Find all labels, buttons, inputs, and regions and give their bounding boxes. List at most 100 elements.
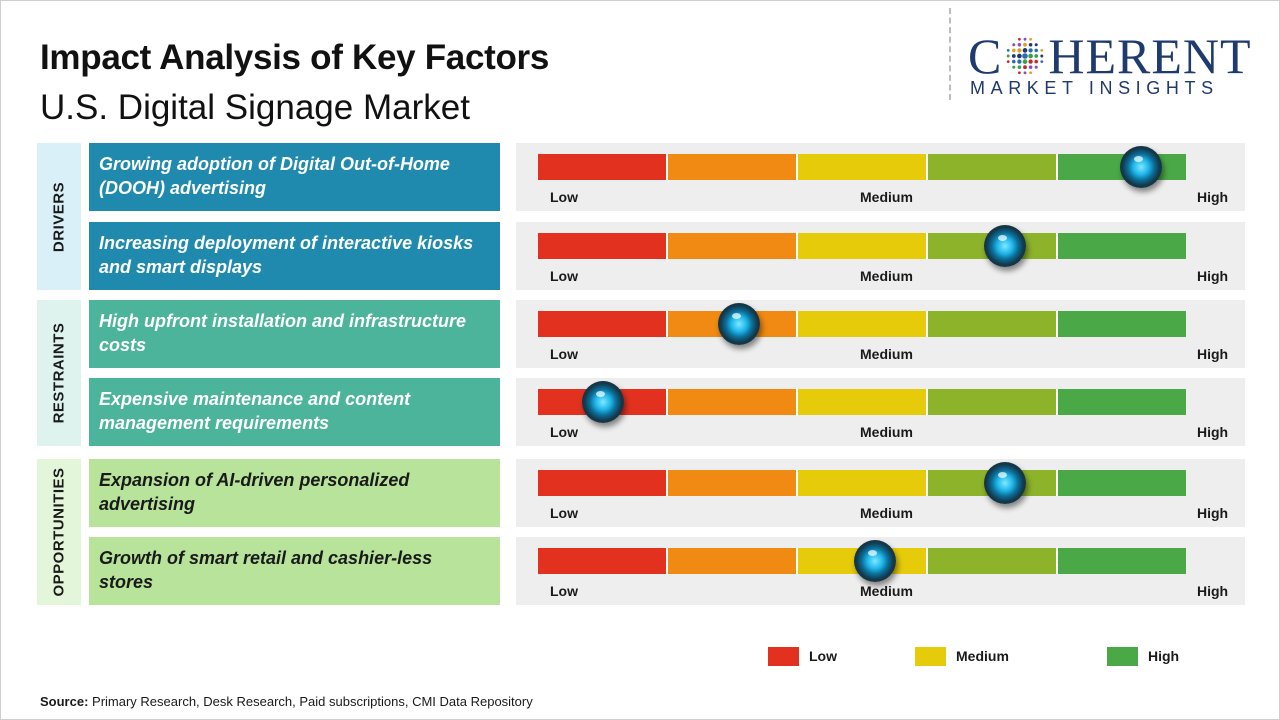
- category-label: OPPORTUNITIES: [50, 467, 68, 597]
- impact-gauge: Low Medium High: [516, 143, 1245, 211]
- legend-label: High: [1148, 648, 1180, 664]
- logo-letters-rest: HERENT: [1048, 28, 1252, 84]
- impact-gauge: Low Medium High: [516, 300, 1245, 368]
- category-opportunities: OPPORTUNITIES: [37, 459, 81, 605]
- source-label: Source:: [40, 694, 89, 709]
- scale-label-high: High: [1197, 346, 1229, 362]
- logo-globe-dot: [1034, 48, 1039, 53]
- logo-globe-dot: [1035, 43, 1039, 47]
- logo-wordmark: C HERENT: [968, 30, 1252, 82]
- logo-globe-dot: [1017, 59, 1022, 64]
- logo-globe-dot: [1035, 65, 1039, 69]
- impact-marker: [853, 540, 896, 582]
- scale-label-medium: Medium: [860, 268, 913, 284]
- scale-label-low: Low: [550, 583, 578, 599]
- scale-label-medium: Medium: [860, 583, 913, 599]
- logo-globe-dot: [1023, 65, 1028, 70]
- scale-segment: [668, 548, 798, 574]
- scale-label-high: High: [1197, 268, 1229, 284]
- scale-segment: [668, 389, 798, 415]
- impact-marker: [581, 381, 624, 423]
- logo-globe-dot: [1034, 54, 1039, 58]
- logo-globe-dot: [1023, 71, 1027, 75]
- scale-segment: [538, 470, 668, 496]
- logo-globe-dot: [1017, 53, 1023, 59]
- source-note: Source: Primary Research, Desk Research,…: [40, 694, 533, 709]
- scale-segment: [1058, 311, 1186, 337]
- scale-label-high: High: [1197, 189, 1229, 205]
- scale-segment: [798, 389, 928, 415]
- category-drivers: DRIVERS: [37, 143, 81, 290]
- impact-marker: [983, 462, 1026, 504]
- logo-globe-dot: [1028, 48, 1034, 53]
- logo-globe-dot: [1007, 49, 1010, 52]
- impact-scale-bar: [538, 311, 1186, 337]
- logo-globe-dot: [1040, 60, 1044, 63]
- logo-globe-dot: [1023, 37, 1027, 41]
- legend-swatch: [1107, 647, 1138, 666]
- impact-scale-bar: [538, 233, 1186, 259]
- logo-globe-dot: [1012, 65, 1016, 69]
- factor-label: Expansion of AI-driven personalized adve…: [89, 459, 500, 527]
- logo-globe-dot: [1029, 37, 1033, 41]
- scale-segment: [668, 470, 798, 496]
- scale-segment: [798, 470, 928, 496]
- factor-label: High upfront installation and infrastruc…: [89, 300, 500, 368]
- scale-label-medium: Medium: [860, 346, 913, 362]
- logo-globe-dot: [1012, 48, 1016, 53]
- logo-globe-dot: [1029, 43, 1033, 47]
- header-divider: [949, 8, 951, 100]
- scale-label-medium: Medium: [860, 189, 913, 205]
- impact-marker: [717, 303, 760, 345]
- scale-label-high: High: [1197, 505, 1229, 521]
- impact-gauge: Low Medium High: [516, 459, 1245, 527]
- scale-label-low: Low: [550, 189, 578, 205]
- scale-segment: [928, 548, 1058, 574]
- logo-globe-dot: [1007, 60, 1010, 63]
- legend-swatch: [915, 647, 946, 666]
- scale-segment: [538, 233, 668, 259]
- impact-marker: [983, 225, 1026, 267]
- scale-segment: [798, 154, 928, 180]
- scale-segment: [928, 154, 1058, 180]
- logo-globe-dot: [1022, 53, 1029, 59]
- legend-swatch: [768, 647, 799, 666]
- company-logo: C HERENT MARKET INSIGHTS: [968, 30, 1263, 100]
- factor-label: Increasing deployment of interactive kio…: [89, 222, 500, 290]
- scale-segment: [538, 311, 668, 337]
- scale-segment: [1058, 389, 1186, 415]
- impact-scale-bar: [538, 389, 1186, 415]
- logo-globe-dot: [1028, 53, 1034, 59]
- logo-globe-dot: [1023, 59, 1028, 64]
- logo-globe-dot: [1040, 54, 1044, 58]
- factor-label: Expensive maintenance and content manage…: [89, 378, 500, 446]
- scale-label-low: Low: [550, 346, 578, 362]
- logo-globe-dot: [1029, 65, 1033, 69]
- category-label: RESTRAINTS: [50, 322, 68, 424]
- scale-segment: [798, 233, 928, 259]
- scale-label-high: High: [1197, 424, 1229, 440]
- logo-globe-dot: [1040, 49, 1044, 52]
- scale-segment: [538, 548, 668, 574]
- logo-globe-dot: [1034, 59, 1039, 64]
- scale-label-low: Low: [550, 424, 578, 440]
- impact-gauge: Low Medium High: [516, 378, 1245, 446]
- scale-segment: [928, 311, 1058, 337]
- scale-segment: [1058, 548, 1186, 574]
- scale-label-medium: Medium: [860, 505, 913, 521]
- logo-globe-dot: [1012, 43, 1016, 47]
- logo-globe-dot: [1018, 71, 1022, 75]
- logo-globe-dot: [1018, 37, 1022, 41]
- scale-segment: [798, 311, 928, 337]
- page-subtitle: U.S. Digital Signage Market: [40, 88, 470, 127]
- impact-gauge: Low Medium High: [516, 537, 1245, 605]
- legend-label: Low: [809, 648, 837, 664]
- logo-globe-dot: [1017, 43, 1022, 47]
- impact-marker: [1119, 146, 1162, 188]
- logo-globe-dot: [1029, 71, 1033, 75]
- scale-segment: [668, 154, 798, 180]
- scale-label-low: Low: [550, 505, 578, 521]
- impact-scale-bar: [538, 154, 1186, 180]
- factor-label: Growth of smart retail and cashier-less …: [89, 537, 500, 605]
- scale-label-medium: Medium: [860, 424, 913, 440]
